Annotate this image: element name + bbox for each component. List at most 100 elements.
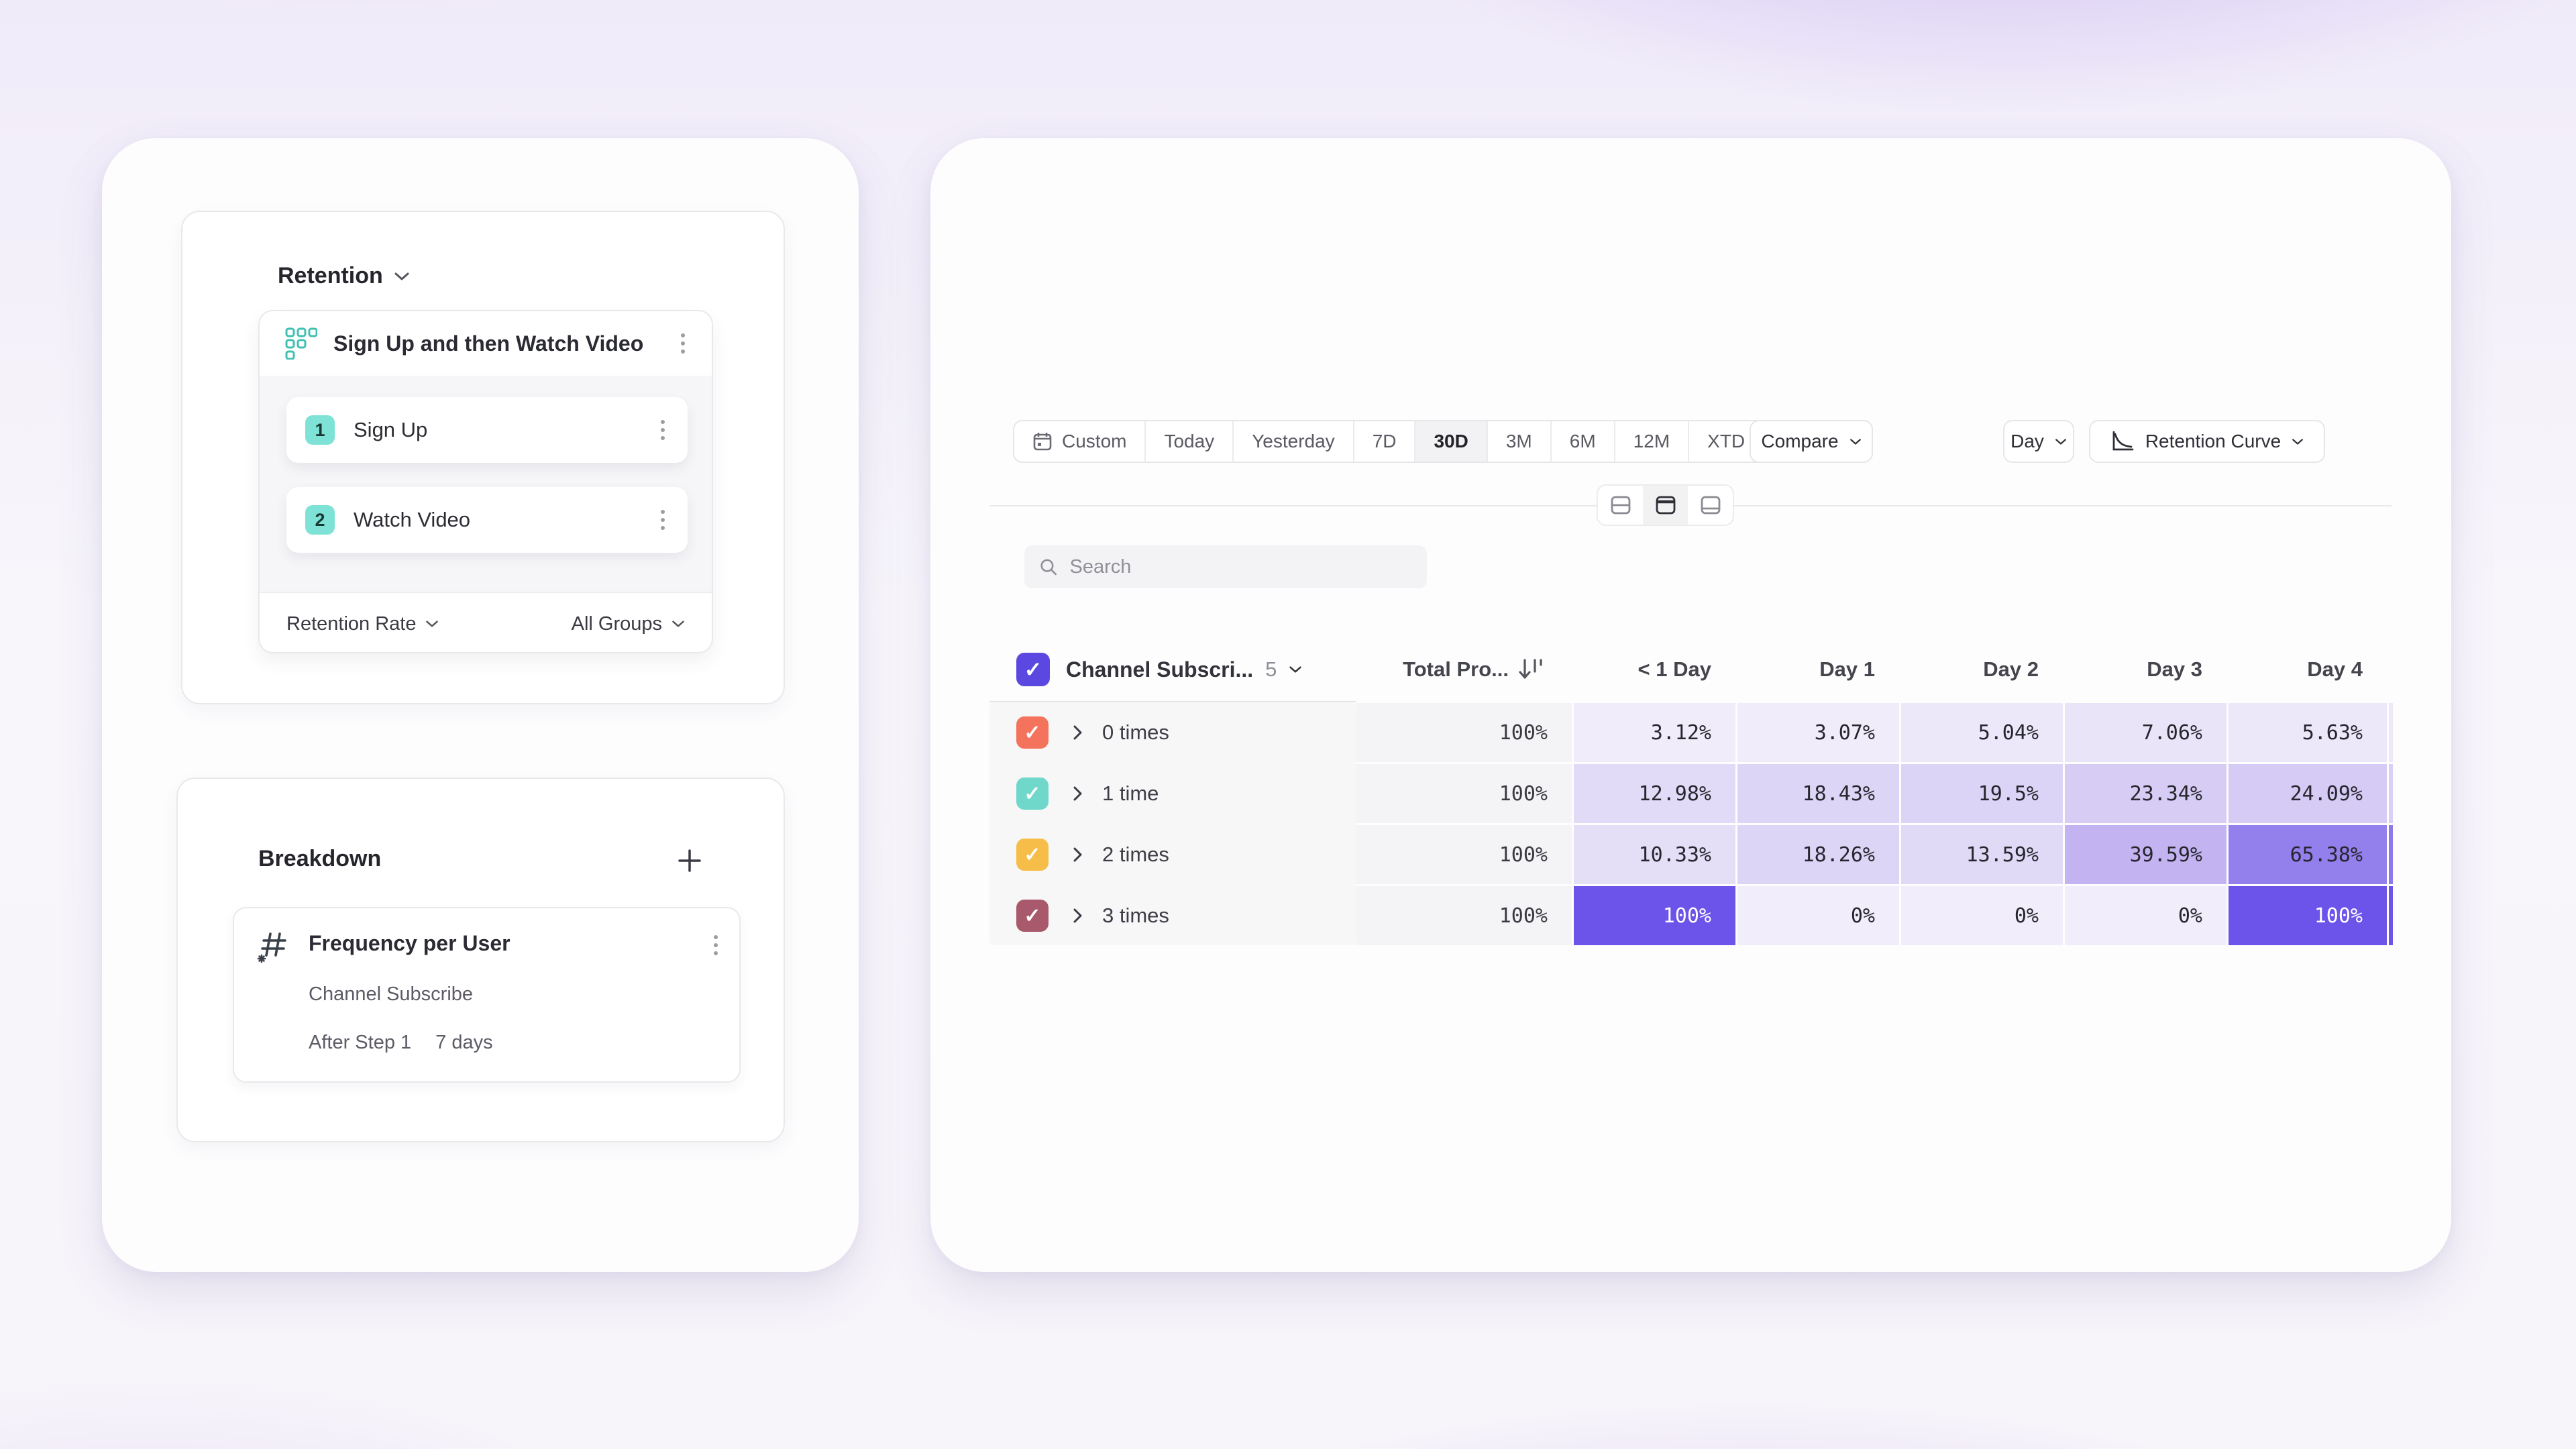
groups-select[interactable]: All Groups: [572, 613, 685, 635]
bottom-panel-icon: [1701, 496, 1720, 515]
row-checkbox[interactable]: [1016, 777, 1049, 810]
after-step-label: After Step 1: [309, 1032, 412, 1053]
breakdown-item-card[interactable]: Frequency per User Channel Subscribe Aft…: [233, 907, 741, 1083]
date-range-label: Custom: [1062, 431, 1127, 451]
retention-curve-icon: [2112, 431, 2134, 451]
date-range-custom[interactable]: Custom: [1014, 421, 1146, 462]
date-range-xtd[interactable]: XTD: [1689, 421, 1784, 462]
chart-type-label: Retention Curve: [2145, 431, 2282, 451]
row-checkbox[interactable]: [1016, 839, 1049, 871]
funnel-step-1[interactable]: 1 Sign Up: [286, 397, 688, 463]
cell-row0-day1: 3.07%: [1737, 703, 1899, 762]
search-icon: [1040, 559, 1057, 576]
group-column-header[interactable]: Channel Subscri... 5: [1016, 647, 1302, 692]
compare-button[interactable]: Compare: [1750, 420, 1873, 463]
row-label: 0 times: [1102, 720, 1169, 744]
cell-row0-day2: 5.04%: [1901, 703, 2063, 762]
chevron-right-icon[interactable]: [1073, 724, 1083, 741]
funnel-step-2[interactable]: 2 Watch Video: [286, 487, 688, 553]
view-table-with-header-button[interactable]: [1643, 486, 1688, 525]
chevron-right-icon[interactable]: [1073, 846, 1083, 863]
retention-type-select[interactable]: Retention: [278, 263, 410, 289]
breakdown-title-label: Breakdown: [258, 846, 382, 871]
date-range-6m[interactable]: 6M: [1552, 421, 1615, 462]
calendar-icon: [1033, 433, 1052, 451]
plus-icon: [678, 849, 701, 872]
column-header-day1[interactable]: Day 1: [1819, 657, 1875, 681]
chart-type-button[interactable]: Retention Curve: [2089, 420, 2325, 463]
cell-row1-day2: 19.5%: [1901, 764, 2063, 823]
cell-row3-day3: 0%: [2065, 886, 2226, 945]
table-row-2-head[interactable]: 2 times: [989, 825, 1356, 884]
chevron-down-icon: [2055, 438, 2066, 445]
funnel-menu-button[interactable]: [677, 329, 689, 358]
date-range-3m[interactable]: 3M: [1488, 421, 1552, 462]
breakdown-title: Breakdown: [258, 846, 381, 872]
table-header-row: Channel Subscri... 5 Total Pro... < 1 Da…: [930, 647, 2451, 692]
date-range-yesterday[interactable]: Yesterday: [1234, 421, 1354, 462]
view-toggle-group: [1597, 484, 1734, 526]
column-header-total[interactable]: Total Pro...: [1356, 647, 1572, 692]
retention-panel: Retention Sign Up and then Watch Video 1: [181, 211, 785, 704]
column-header-day3[interactable]: Day 3: [2147, 657, 2202, 681]
date-range-12m[interactable]: 12M: [1615, 421, 1690, 462]
step-menu-button[interactable]: [657, 416, 669, 444]
cell-row3-day4: 100%: [2229, 886, 2387, 945]
funnel-title: Sign Up and then Watch Video: [333, 331, 644, 356]
table-row-3-head[interactable]: 3 times: [989, 886, 1356, 945]
cell-row3-day1: 0%: [1737, 886, 1899, 945]
step-number-badge: 2: [305, 505, 335, 535]
header-divider: [989, 701, 1356, 702]
cell-row2-day5-clipped: [2389, 825, 2393, 884]
view-split-rows-button[interactable]: [1598, 486, 1643, 525]
group-count-badge: 5: [1265, 657, 1277, 681]
table-row-1-head[interactable]: 1 time: [989, 764, 1356, 823]
compare-label: Compare: [1761, 431, 1839, 451]
date-range-today[interactable]: Today: [1146, 421, 1234, 462]
funnel-footer: Retention Rate All Groups: [260, 592, 712, 652]
measure-label: Retention Rate: [286, 612, 417, 635]
column-header-lt1day[interactable]: < 1 Day: [1638, 657, 1711, 681]
select-all-checkbox[interactable]: [1016, 653, 1050, 686]
group-column-label: Channel Subscri...: [1066, 657, 1254, 682]
cell-row1-total: 100%: [1356, 764, 1572, 823]
row-checkbox[interactable]: [1016, 716, 1049, 749]
breakdown-menu-button[interactable]: [710, 931, 722, 959]
table-row-0-head[interactable]: 0 times: [989, 703, 1356, 762]
chevron-right-icon[interactable]: [1073, 785, 1083, 802]
window-days-label: 7 days: [435, 1032, 493, 1053]
chevron-down-icon: [2292, 438, 2304, 445]
report-card: Custom Today Yesterday 7D 30D 3M 6M 12M …: [930, 138, 2451, 1272]
row-checkbox[interactable]: [1016, 900, 1049, 932]
view-bottom-panel-button[interactable]: [1688, 486, 1733, 525]
cell-row1-lt1day: 12.98%: [1574, 764, 1735, 823]
step-label: Watch Video: [354, 508, 471, 531]
date-range-7d[interactable]: 7D: [1354, 421, 1416, 462]
retention-title-label: Retention: [278, 263, 383, 288]
split-rows-icon: [1611, 496, 1630, 515]
chevron-down-icon: [672, 621, 684, 627]
cell-row3-day5-clipped: [2389, 886, 2393, 945]
date-range-picker: Custom Today Yesterday 7D 30D 3M 6M 12M …: [1013, 420, 1786, 463]
chevron-down-icon: [426, 621, 439, 627]
granularity-button[interactable]: Day: [2003, 420, 2074, 463]
breakdown-event: Channel Subscribe: [309, 983, 474, 1005]
date-range-30d-selected[interactable]: 30D: [1415, 421, 1488, 462]
column-header-day2[interactable]: Day 2: [1983, 657, 2039, 681]
add-breakdown-button[interactable]: [675, 846, 704, 875]
cell-row0-day3: 7.06%: [2065, 703, 2226, 762]
breakdown-item-title: Frequency per User: [309, 931, 511, 955]
search-field[interactable]: [1024, 545, 1427, 588]
measure-select[interactable]: Retention Rate: [286, 613, 439, 635]
cell-row1-day4: 24.09%: [2229, 764, 2387, 823]
breakdown-window: After Step 1 7 days: [309, 1032, 493, 1054]
column-header-day4[interactable]: Day 4: [2307, 657, 2363, 681]
cell-row2-day2: 13.59%: [1901, 825, 2063, 884]
step-menu-button[interactable]: [657, 506, 669, 534]
chevron-right-icon[interactable]: [1073, 907, 1083, 924]
funnel-steps-icon: [285, 327, 317, 360]
chevron-down-icon: [394, 272, 409, 280]
search-input[interactable]: [1069, 555, 1412, 578]
granularity-label: Day: [2010, 431, 2044, 451]
